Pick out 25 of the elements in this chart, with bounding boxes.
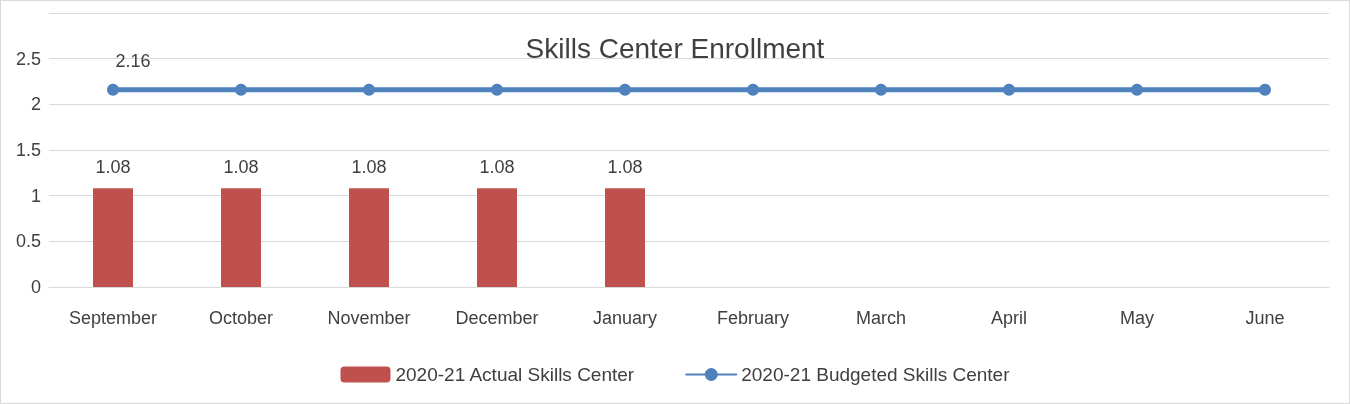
x-tick-label: March — [855, 308, 907, 328]
y-tick-label: 1 — [30, 185, 41, 206]
x-tick-label: December — [455, 308, 539, 328]
data-label: 1.08 — [223, 157, 259, 178]
legend-label: 2020-21 Actual Skills Center — [395, 364, 635, 385]
y-tick-label: 2.5 — [15, 48, 41, 69]
data-label: 2.16 — [115, 50, 151, 71]
data-label: 1.08 — [607, 157, 643, 178]
x-tick-label: May — [1119, 308, 1155, 328]
x-tick-label: June — [1245, 308, 1285, 328]
text: Skills Center Enrollment — [525, 32, 825, 64]
x-tick-label: November — [327, 308, 411, 328]
x-tick-label: January — [592, 308, 658, 328]
x-tick-label: October — [208, 308, 274, 328]
x-tick-label: April — [990, 308, 1028, 328]
x-tick-label: February — [716, 308, 790, 328]
y-tick-label: 1.5 — [15, 140, 41, 160]
legend-label: 2020-21 Budgeted Skills Center — [741, 364, 1011, 385]
y-tick-label: 0 — [30, 277, 41, 297]
data-label: 1.08 — [95, 157, 131, 178]
y-tick-label: 2 — [30, 94, 41, 115]
data-label: 1.08 — [479, 157, 515, 178]
y-tick-label: 0.5 — [15, 231, 41, 252]
data-label: 1.08 — [351, 157, 387, 178]
x-tick-label: September — [68, 308, 158, 328]
